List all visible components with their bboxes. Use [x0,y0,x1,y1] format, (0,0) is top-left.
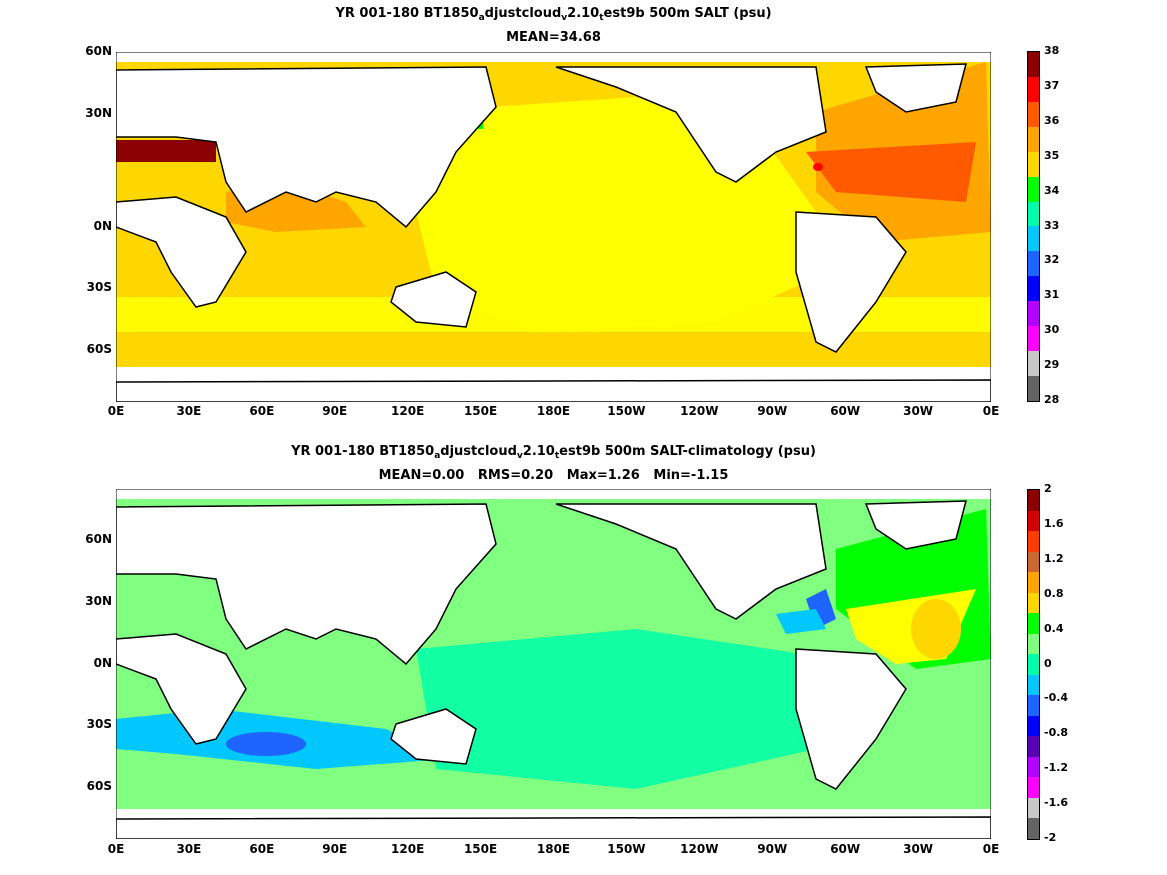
panel1-xtick: 120W [680,404,719,418]
panel1-colorbar-segment [1028,201,1039,227]
panel1-xtick: 90E [322,404,348,418]
panel2-xtick: 60W [830,842,861,856]
panel1-salinity-map [116,52,991,402]
panel1-ytick: 30N [85,106,112,120]
panel2-colorbar-tick: -0.4 [1044,691,1069,705]
panel1-xtick: 150E [463,404,498,418]
panel1-xtick: 60W [830,404,861,418]
panel2-colorbar-tick: 0.8 [1044,586,1064,600]
panel2-colorbar-tick: 1.6 [1044,516,1064,530]
panel1-xtick: 120E [391,404,425,418]
panel2-xtick: 120E [391,842,425,856]
panel2-subtitle: MEAN=0.00 RMS=0.20 Max=1.26 Min=-1.15 [378,468,729,483]
panel1-colorbar-segment [1028,375,1039,401]
panel2-title: YR 001-180 BT1850adjustcloudv2.10test9b … [291,444,816,461]
panel1-colorbar-tick: 35 [1044,148,1060,162]
panel2-xtick: 150E [463,842,498,856]
panel2-xtick: 120W [680,842,719,856]
panel2-colorbar-segment [1028,715,1039,737]
panel2-colorbar-segment [1028,531,1039,552]
panel1-colorbar-segment [1028,151,1039,177]
panel2-ytick: 60S [86,779,112,793]
panel1-xtick: 90W [757,404,788,418]
panel2-xtick: 30E [176,842,202,856]
panel1-ytick: 60N [85,44,112,58]
panel1-colorbar-tick: 38 [1044,44,1060,57]
panel2-colorbar-segment [1028,613,1039,634]
panel2-colorbar-segment [1028,592,1039,614]
panel1-colorbar-segment [1028,326,1039,352]
panel1-colorbar-tick: 29 [1044,358,1060,372]
panel1-colorbar [1027,51,1040,402]
panel1-colorbar-segment [1028,301,1039,327]
panel2-colorbar [1027,489,1040,840]
panel2-anomaly-map [116,489,991,839]
panel1-colorbar-segment [1028,351,1039,376]
panel1-xtick: 0E [107,404,125,418]
panel2-colorbar-tick: 0.4 [1044,621,1064,635]
panel2-colorbar-tick: -1.2 [1044,761,1069,775]
panel2-xtick: 30W [903,842,934,856]
panel2-colorbar-segment [1028,490,1039,511]
panel2-colorbar-segment [1028,551,1039,573]
panel2-xtick: 90W [757,842,788,856]
panel2-xtick: 60E [249,842,275,856]
panel2-colorbar-tick: -2 [1044,831,1057,844]
panel2-colorbar-segment [1028,654,1039,675]
panel1-colorbar-tick: 28 [1044,393,1060,406]
panel1-colorbar-tick: 33 [1044,218,1060,232]
panel1-colorbar-tick: 36 [1044,113,1060,127]
panel2-xtick: 0E [107,842,125,856]
panel2-colorbar-segment [1028,572,1039,593]
panel1-xtick: 60E [249,404,275,418]
panel1-colorbar-segment [1028,126,1039,152]
panel1-colorbar-tick: 31 [1044,288,1060,302]
panel1-ytick: 60S [86,342,112,356]
panel1-title: YR 001-180 BT1850adjustcloudv2.10test9b … [335,6,772,23]
panel1-subtitle: MEAN=34.68 [506,30,601,45]
panel2-ytick: 30N [85,594,112,608]
panel1-xtick: 150W [607,404,646,418]
panel2-colorbar-segment [1028,674,1039,696]
panel1-colorbar-segment [1028,52,1039,77]
panel2-xtick: 180E [536,842,571,856]
panel2-colorbar-segment [1028,818,1039,839]
panel2-colorbar-tick: -1.6 [1044,796,1069,810]
panel2-colorbar-segment [1028,510,1039,532]
panel1-colorbar-tick: 32 [1044,253,1060,267]
panel2-xtick: 90E [322,842,348,856]
panel2-colorbar-tick: -0.8 [1044,726,1069,740]
panel1-ytick: 0N [93,219,112,233]
panel1-colorbar-segment [1028,101,1039,127]
panel2-ytick: 0N [93,656,112,670]
panel2-colorbar-segment [1028,777,1039,798]
panel2-colorbar-segment [1028,695,1039,716]
panel2-xtick: 0E [982,842,1000,856]
panel2-xtick: 150W [607,842,646,856]
panel1-xtick: 180E [536,404,571,418]
panel1-colorbar-segment [1028,176,1039,202]
panel2-colorbar-tick: 1.2 [1044,551,1064,565]
panel1-colorbar-tick: 34 [1044,183,1060,197]
panel1-ytick: 30S [86,280,112,294]
panel1-colorbar-tick: 30 [1044,323,1060,337]
panel1-colorbar-tick: 37 [1044,78,1060,92]
panel2-colorbar-tick: 0 [1044,656,1052,670]
panel2-ytick: 30S [86,717,112,731]
panel2-ytick: 60N [85,532,112,546]
panel1-xtick: 30W [903,404,934,418]
panel1-colorbar-segment [1028,226,1039,252]
panel2-colorbar-segment [1028,633,1039,655]
panel1-colorbar-segment [1028,276,1039,302]
panel2-colorbar-segment [1028,756,1039,778]
panel1-xtick: 0E [982,404,1000,418]
panel2-colorbar-tick: 2 [1044,482,1052,495]
panel1-colorbar-segment [1028,251,1039,277]
panel2-colorbar-segment [1028,797,1039,819]
panel1-colorbar-segment [1028,76,1039,102]
panel1-xtick: 30E [176,404,202,418]
panel2-colorbar-segment [1028,736,1039,757]
